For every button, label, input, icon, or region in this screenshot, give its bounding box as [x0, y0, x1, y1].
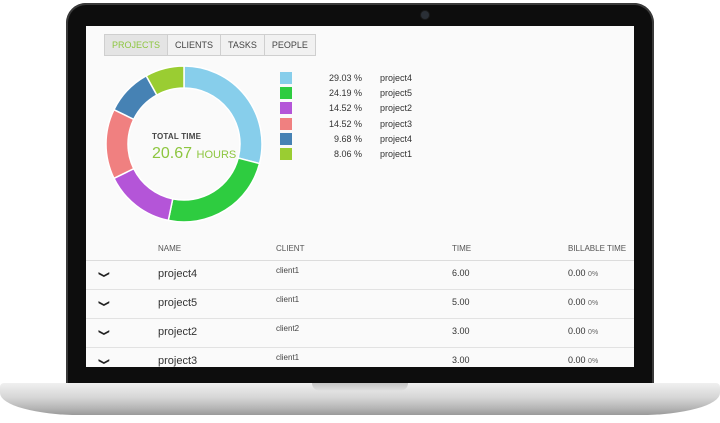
legend-item: 8.06 % project1: [280, 146, 440, 161]
row-billable-value: 0.00: [568, 297, 586, 307]
legend-percent: 14.52 %: [328, 103, 362, 114]
table-row[interactable]: ❯ project2 client2 3.00 0.00 0%: [86, 319, 634, 348]
legend-swatch: [280, 148, 292, 161]
legend-label: project2: [380, 103, 413, 114]
tab-tasks[interactable]: TASKS: [220, 35, 264, 55]
row-time: 3.00: [452, 355, 470, 365]
row-client: client1: [276, 353, 300, 362]
row-billable-percent: 0%: [588, 271, 599, 278]
donut-center: TOTAL TIME 20.67 HOURS: [152, 132, 236, 163]
donut-slice-project5[interactable]: [167, 157, 261, 223]
row-client: client1: [276, 266, 300, 275]
row-billable: 0.00 0%: [568, 355, 598, 365]
row-client: client1: [276, 295, 300, 304]
legend-item: 14.52 % project3: [280, 116, 440, 131]
row-time: 5.00: [452, 297, 470, 307]
header-client[interactable]: CLIENT: [276, 244, 305, 253]
total-time-value: 20.67 HOURS: [152, 145, 236, 163]
header-name[interactable]: NAME: [158, 244, 182, 253]
table-row[interactable]: ❯ project4 client1 6.00 0.00 0%: [86, 261, 634, 290]
chevron-down-icon[interactable]: ❯: [98, 299, 111, 308]
legend-percent: 9.68 %: [333, 133, 362, 144]
row-project-name: project3: [158, 355, 198, 367]
row-billable-value: 0.00: [568, 355, 586, 365]
legend-swatch: [280, 86, 292, 99]
laptop-base: [0, 383, 720, 415]
legend-percent: 29.03 %: [328, 72, 362, 83]
donut-slice-project3[interactable]: [105, 108, 135, 180]
row-billable-value: 0.00: [568, 326, 586, 336]
legend-swatch: [280, 132, 292, 145]
legend-label: project1: [380, 149, 413, 160]
row-project-name: project4: [158, 268, 198, 280]
legend-item: 29.03 % project4: [280, 70, 440, 85]
total-time-unit: HOURS: [196, 149, 237, 161]
row-project-name: project2: [158, 326, 198, 338]
app-screen: PROJECTS CLIENTS TASKS PEOPLE TOTAL TIME…: [86, 26, 634, 367]
row-time: 3.00: [452, 326, 470, 336]
donut-slice-project2[interactable]: [112, 167, 174, 222]
legend-item: 9.68 % project4: [280, 131, 440, 146]
legend-swatch: [280, 71, 292, 84]
table-body: ❯ project4 client1 6.00 0.00 0% ❯ project5 clie…: [86, 261, 634, 367]
legend-label: project4: [380, 72, 413, 83]
header-billable[interactable]: BILLABLE TIME: [568, 244, 627, 253]
tab-projects[interactable]: PROJECTS: [105, 35, 168, 55]
row-client: client2: [276, 324, 300, 333]
legend-percent: 8.06 %: [333, 149, 362, 160]
legend-label: project3: [380, 118, 413, 129]
legend-label: project5: [380, 87, 413, 98]
row-billable: 0.00 0%: [568, 326, 598, 336]
legend-item: 24.19 % project5: [280, 85, 440, 100]
row-billable-percent: 0%: [588, 358, 599, 365]
chevron-down-icon[interactable]: ❯: [98, 357, 111, 366]
tab-people[interactable]: PEOPLE: [263, 35, 315, 55]
total-time-label: TOTAL TIME: [152, 132, 202, 141]
chart-legend: 29.03 % project4 24.19 % project5 14.52 % pro…: [280, 70, 440, 162]
webcam-icon: [421, 11, 429, 19]
legend-swatch: [280, 117, 292, 130]
legend-item: 14.52 % project2: [280, 101, 440, 116]
row-billable: 0.00 0%: [568, 297, 598, 307]
table-header: NAME CLIENT TIME BILLABLE TIME: [86, 238, 634, 261]
report-tabs: PROJECTS CLIENTS TASKS PEOPLE: [104, 34, 316, 56]
row-billable-percent: 0%: [588, 329, 599, 336]
table-row[interactable]: ❯ project3 client1 3.00 0.00 0%: [86, 348, 634, 367]
chevron-down-icon[interactable]: ❯: [98, 270, 111, 279]
tab-clients[interactable]: CLIENTS: [167, 35, 220, 55]
legend-percent: 24.19 %: [328, 87, 362, 98]
legend-swatch: [280, 102, 292, 115]
row-billable-value: 0.00: [568, 268, 586, 278]
row-billable-percent: 0%: [588, 300, 599, 307]
donut-slice-project1[interactable]: [145, 65, 185, 97]
row-project-name: project5: [158, 297, 198, 309]
legend-percent: 14.52 %: [328, 118, 362, 129]
legend-label: project4: [380, 133, 413, 144]
header-time[interactable]: TIME: [452, 244, 472, 253]
chevron-down-icon[interactable]: ❯: [98, 328, 111, 337]
row-billable: 0.00 0%: [568, 268, 598, 278]
time-donut-chart: TOTAL TIME 20.67 HOURS: [104, 64, 264, 224]
total-time-number: 20.67: [152, 145, 193, 162]
donut-svg: [105, 65, 263, 223]
row-time: 6.00: [452, 268, 470, 278]
table-row[interactable]: ❯ project5 client1 5.00 0.00 0%: [86, 290, 634, 319]
projects-table: NAME CLIENT TIME BILLABLE TIME ❯ project4…: [86, 238, 634, 367]
laptop-notch: [312, 383, 408, 391]
